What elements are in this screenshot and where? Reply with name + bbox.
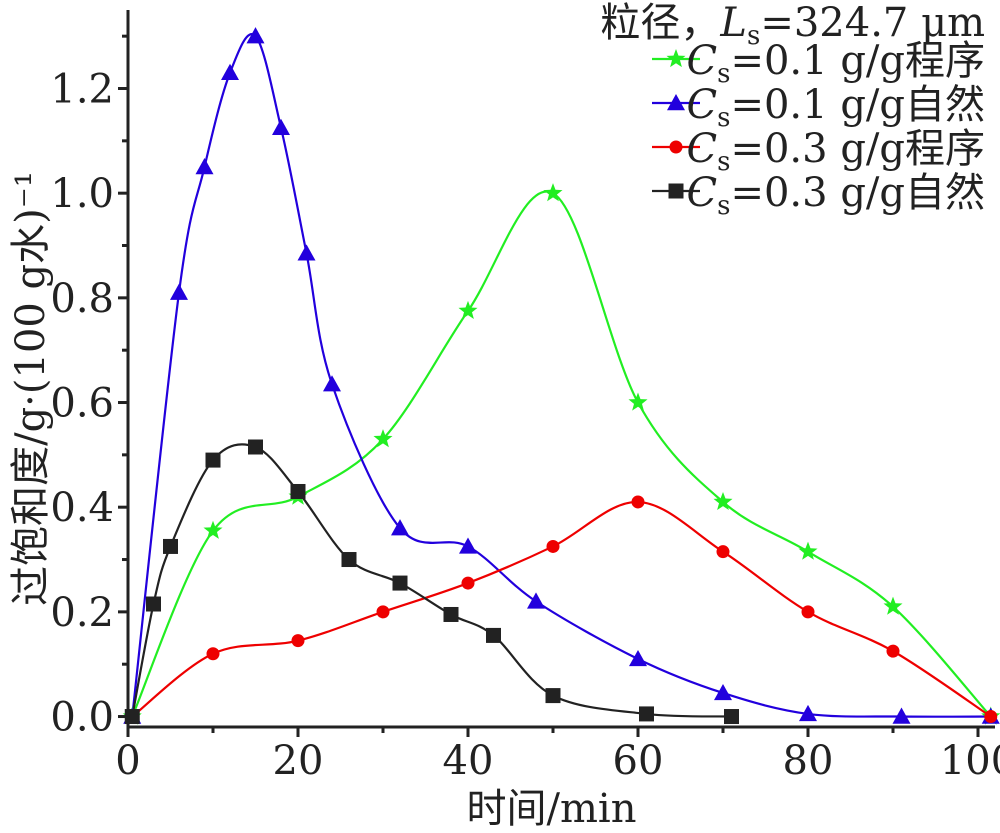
series-3 xyxy=(131,500,992,718)
legend-label: Cs=0.1 g/g程序 xyxy=(687,38,985,89)
series-markers-2 xyxy=(123,27,1000,724)
legend-label: Cs=0.1 g/g自然 xyxy=(687,82,985,133)
plot-area xyxy=(122,27,1000,725)
data-point xyxy=(203,520,223,539)
legend-entry-4: Cs=0.3 g/g自然 xyxy=(652,170,985,221)
data-point xyxy=(543,183,563,202)
legend-label-var: C xyxy=(687,126,718,172)
axes: 0 20 40 60 80 100 0.0 0.2 0.4 0.6 0.8 1.0 1.2 时间/min 过… xyxy=(8,10,1000,832)
series-markers-3 xyxy=(125,495,998,724)
data-point xyxy=(892,707,911,724)
data-point xyxy=(221,63,239,81)
data-point xyxy=(323,375,341,392)
legend-entry-1: Cs=0.1 g/g程序 xyxy=(652,38,985,89)
legend-label-var: C xyxy=(687,82,718,128)
data-point xyxy=(984,710,998,724)
data-point xyxy=(628,392,648,411)
data-point xyxy=(341,552,357,568)
legend-label-suffix: =0.3 g/g自然 xyxy=(730,170,985,216)
legend-marker xyxy=(668,183,684,199)
data-point xyxy=(716,545,730,559)
legend-entry-2: Cs=0.1 g/g自然 xyxy=(652,82,985,133)
data-point xyxy=(639,706,654,722)
legend-label-suffix: =0.1 g/g程序 xyxy=(730,38,985,84)
data-point xyxy=(546,539,560,553)
data-point xyxy=(272,118,290,135)
legend-label-sub: s xyxy=(717,147,730,177)
x-tick-label: 0 xyxy=(115,738,140,784)
y-tick-label: 0.0 xyxy=(50,695,114,741)
data-point xyxy=(163,538,178,554)
data-point xyxy=(459,537,477,554)
legend-title-sub: s xyxy=(747,21,760,51)
series-markers-4 xyxy=(124,439,739,725)
series-line xyxy=(131,500,992,718)
legend-title-var: L xyxy=(719,0,747,46)
series-4 xyxy=(131,443,732,718)
legend-marker xyxy=(669,140,683,154)
y-tick-label: 0.4 xyxy=(50,485,114,531)
legend-label-suffix: =0.3 g/g程序 xyxy=(730,126,985,172)
data-point xyxy=(146,596,161,612)
data-point xyxy=(391,519,409,536)
legend-title-prefix: 粒径， xyxy=(600,0,720,46)
legend-marker xyxy=(666,49,686,68)
data-point xyxy=(799,704,817,722)
x-tick-label: 100 xyxy=(940,738,1000,784)
legend-label-sub: s xyxy=(717,59,730,89)
x-tick-label: 60 xyxy=(613,738,664,784)
legend-label-sub: s xyxy=(717,191,730,221)
data-point xyxy=(246,27,265,44)
data-point xyxy=(798,541,818,560)
x-tick-label: 40 xyxy=(443,738,494,784)
data-point xyxy=(801,605,815,619)
x-tick-label: 80 xyxy=(783,738,834,784)
data-point xyxy=(373,429,393,448)
data-point xyxy=(631,495,645,509)
data-point xyxy=(527,592,545,609)
y-tick-label: 1.0 xyxy=(50,171,114,217)
legend-entry-3: Cs=0.3 g/g程序 xyxy=(652,126,985,177)
x-axis-title: 时间/min xyxy=(467,786,637,832)
data-point xyxy=(458,300,478,320)
y-tick-label: 1.2 xyxy=(50,67,114,113)
x-tick-label: 20 xyxy=(273,738,324,784)
legend-label-sub: s xyxy=(717,103,730,133)
data-point xyxy=(195,158,214,175)
data-point xyxy=(545,688,561,704)
data-point xyxy=(206,647,220,661)
data-point xyxy=(170,283,188,300)
data-point xyxy=(724,709,739,725)
data-point xyxy=(205,452,221,468)
data-point xyxy=(886,644,900,658)
y-tick-label: 0.2 xyxy=(50,590,114,636)
legend-label: Cs=0.3 g/g程序 xyxy=(687,126,985,177)
y-axis-title: 过饱和度/g·(100 g水)⁻¹ xyxy=(8,171,54,606)
data-point xyxy=(629,649,647,667)
data-point xyxy=(248,439,263,455)
legend-title: 粒径，Ls=324.7 μm xyxy=(600,0,985,51)
legend-label-suffix: =0.1 g/g自然 xyxy=(730,82,985,128)
data-point xyxy=(883,596,903,615)
series-line xyxy=(131,443,732,718)
y-tick-label: 0.8 xyxy=(50,276,114,322)
data-point xyxy=(290,483,306,499)
data-point xyxy=(461,576,475,590)
legend-marker xyxy=(667,94,685,111)
data-point xyxy=(713,491,733,511)
legend-label-var: C xyxy=(687,38,718,84)
legend-label: Cs=0.3 g/g自然 xyxy=(687,170,985,221)
legend-label-var: C xyxy=(687,170,718,216)
data-point xyxy=(376,605,390,619)
data-point xyxy=(297,244,316,261)
data-point xyxy=(443,606,459,622)
data-point xyxy=(714,683,732,701)
data-point xyxy=(291,634,305,648)
data-point xyxy=(486,627,501,643)
data-point xyxy=(392,575,408,591)
legend-title-suffix: =324.7 μm xyxy=(760,0,985,46)
y-tick-label: 0.6 xyxy=(50,381,114,427)
